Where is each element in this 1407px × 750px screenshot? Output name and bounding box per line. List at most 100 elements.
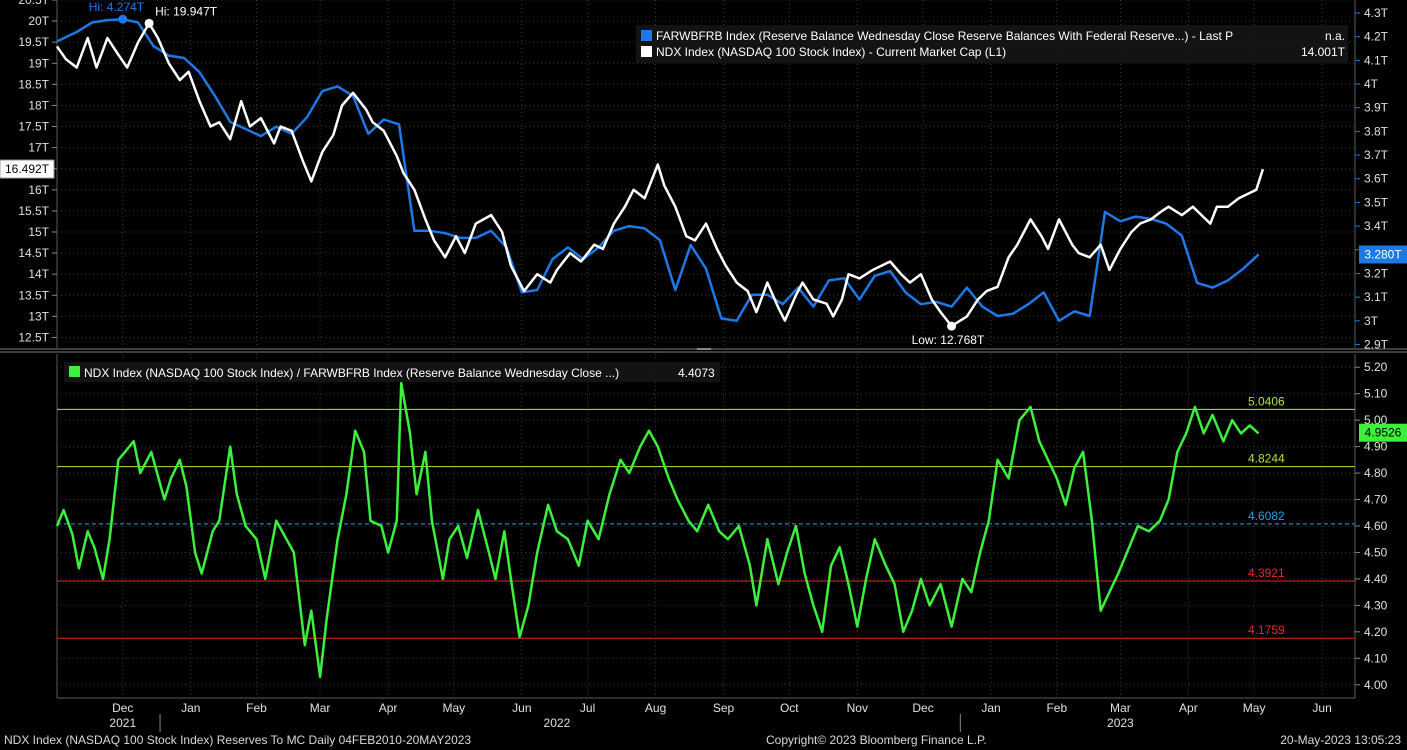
bottom-panel-axes: 5.20 5.10 5.00 4.90 4.80 4.70 4.60 4.50 4.40 4.30… — [1355, 360, 1407, 692]
left-axis-tick-label-7: 17T — [28, 141, 49, 155]
annotation-marker-1 — [144, 18, 154, 28]
ratio-legend-label: NDX Index (NASDAQ 100 Stock Index) / FAR… — [84, 366, 619, 380]
right-axis-tick-label-12: 3.1T — [1364, 290, 1389, 304]
month-label-4: Apr — [379, 701, 398, 715]
reserves-legend-label: FARWBFRB Index (Reserve Balance Wednesda… — [656, 29, 1233, 43]
ratio-last-value-text: 4.9526 — [1365, 426, 1402, 440]
ratio-axis-tick-label-5: 4.70 — [1364, 493, 1388, 507]
bottom-panel-grid — [57, 354, 1355, 698]
month-label-11: Nov — [847, 701, 868, 715]
month-label-17: May — [1243, 701, 1266, 715]
annotations: Hi: 4.274T Hi: 19.947T Low: 12.768T — [89, 0, 985, 347]
right-axis-tick-label-8: 3.5T — [1364, 195, 1389, 209]
ratio-axis-tick-label-3: 4.90 — [1364, 440, 1388, 454]
left-axis-tick-label-0: 20.5T — [18, 0, 49, 7]
footer-description: NDX Index (NASDAQ 100 Stock Index) Reser… — [4, 733, 472, 747]
ratio-legend-swatch — [69, 366, 80, 377]
left-axis-tick-label-11: 15T — [28, 225, 49, 239]
month-label-12: Dec — [912, 701, 933, 715]
year-label-1: 2022 — [544, 716, 571, 730]
right-axis-tick-label-3: 4T — [1364, 77, 1379, 91]
month-label-8: Aug — [645, 701, 666, 715]
reference-label-0: 5.0406 — [1248, 394, 1285, 408]
month-label-6: Jun — [512, 701, 531, 715]
reference-lines: 5.0406 4.8244 4.6082 4.3921 4.1759 — [57, 394, 1355, 639]
annotation-marker-2 — [947, 321, 957, 331]
ratio-axis-tick-label-0: 5.20 — [1364, 360, 1388, 374]
month-label-1: Jan — [181, 701, 200, 715]
right-axis-tick-label-0: 4.3T — [1364, 6, 1389, 20]
ratio-axis-tick-label-7: 4.50 — [1364, 545, 1388, 559]
month-label-15: Mar — [1110, 701, 1131, 715]
month-label-16: Apr — [1179, 701, 1198, 715]
right-axis-tick-label-4: 3.9T — [1364, 101, 1389, 115]
right-axis-tick-label-11: 3.2T — [1364, 266, 1389, 280]
x-axis: Dec Jan Feb Mar Apr May Jun Jul Aug Sep Oct Nov Dec J… — [109, 701, 1332, 732]
annotation-label-1: Hi: 19.947T — [155, 4, 218, 18]
ratio-axis-tick-label-11: 4.10 — [1364, 651, 1388, 665]
reserves-last-value-text: 3.280T — [1364, 247, 1402, 261]
reference-label-2: 4.6082 — [1248, 509, 1285, 523]
left-axis-tick-label-5: 18T — [28, 98, 49, 112]
left-axis-tick-label-12: 14.5T — [18, 246, 49, 260]
ndx-series-line — [55, 22, 1265, 328]
right-axis-tick-label-6: 3.7T — [1364, 148, 1389, 162]
ndx-last-value-text: 16.492T — [5, 162, 50, 176]
left-axis-tick-label-2: 19.5T — [18, 35, 49, 49]
ratio-axis-tick-label-6: 4.60 — [1364, 519, 1388, 533]
ratio-axis-tick-label-1: 5.10 — [1364, 387, 1388, 401]
ratio-axis-tick-label-9: 4.30 — [1364, 598, 1388, 612]
top-legend: FARWBFRB Index (Reserve Balance Wednesda… — [636, 25, 1348, 63]
ratio-axis-tick-label-2: 5.00 — [1364, 413, 1388, 427]
month-label-2: Feb — [246, 701, 267, 715]
month-label-18: Jun — [1312, 701, 1331, 715]
left-axis-tick-label-9: 16T — [28, 183, 49, 197]
year-label-0: 2021 — [109, 716, 136, 730]
ratio-series-line — [55, 381, 1260, 679]
annotation-label-0: Hi: 4.274T — [89, 0, 145, 14]
bottom-legend: NDX Index (NASDAQ 100 Stock Index) / FAR… — [64, 362, 720, 382]
month-label-7: Jul — [580, 701, 595, 715]
right-axis-tick-label-7: 3.6T — [1364, 172, 1389, 186]
right-axis-tick-label-2: 4.1T — [1364, 53, 1389, 67]
reserves-legend-value: n.a. — [1325, 29, 1345, 43]
right-axis-tick-label-13: 3T — [1364, 314, 1379, 328]
annotation-label-2: Low: 12.768T — [912, 333, 985, 347]
ratio-axis-tick-label-8: 4.40 — [1364, 572, 1388, 586]
left-axis-tick-label-16: 12.5T — [18, 330, 49, 344]
left-axis-tick-label-4: 18.5T — [18, 77, 49, 91]
year-label-2: 2023 — [1107, 716, 1134, 730]
left-axis-tick-label-6: 17.5T — [18, 120, 49, 134]
footer-copyright: Copyright© 2023 Bloomberg Finance L.P. — [766, 733, 987, 747]
left-axis-tick-label-15: 13T — [28, 309, 49, 323]
top-panel-series — [55, 17, 1265, 328]
month-label-14: Feb — [1046, 701, 1067, 715]
top-panel-axes: 20.5T20T19.5T19T18.5T18T17.5T17T16.5T16T… — [0, 0, 1407, 351]
reserves-last-value-tag — [1359, 245, 1407, 264]
reserves-legend-swatch — [641, 30, 652, 41]
month-label-13: Jan — [981, 701, 1000, 715]
reference-label-3: 4.3921 — [1248, 566, 1285, 580]
ndx-legend-value: 14.001T — [1301, 45, 1346, 59]
left-axis-tick-label-3: 19T — [28, 56, 49, 70]
right-axis-tick-label-1: 4.2T — [1364, 30, 1389, 44]
footer-timestamp: 20-May-2023 13:05:23 — [1280, 733, 1401, 747]
ratio-axis-tick-label-10: 4.20 — [1364, 625, 1388, 639]
month-label-9: Sep — [713, 701, 735, 715]
reserves-series-line — [56, 17, 1260, 323]
month-label-0: Dec — [112, 701, 133, 715]
reference-label-1: 4.8244 — [1248, 452, 1285, 466]
left-axis-tick-label-1: 20T — [28, 14, 49, 28]
right-axis-tick-label-5: 3.8T — [1364, 124, 1389, 138]
right-axis-tick-label-14: 2.9T — [1364, 337, 1389, 351]
annotation-marker-0 — [118, 14, 128, 24]
month-label-3: Mar — [310, 701, 331, 715]
ndx-last-value-tag — [0, 159, 55, 179]
ratio-axis-tick-label-4: 4.80 — [1364, 466, 1388, 480]
ndx-legend-swatch — [641, 46, 652, 57]
ratio-last-value-tag — [1359, 423, 1407, 442]
ndx-legend-label: NDX Index (NASDAQ 100 Stock Index) - Cur… — [656, 45, 1006, 59]
ratio-legend-value: 4.4073 — [678, 366, 715, 380]
right-axis-tick-label-9: 3.4T — [1364, 219, 1389, 233]
